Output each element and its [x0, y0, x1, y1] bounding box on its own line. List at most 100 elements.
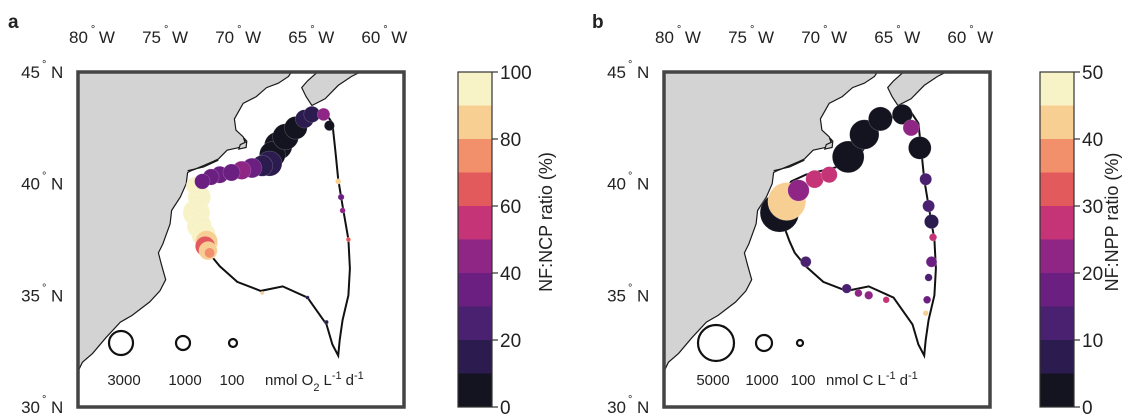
colorbar-bin	[458, 72, 492, 106]
colorbar-bin	[1040, 239, 1074, 274]
size-legend-b: 5000 1000 100 nmol C L-1 d-1	[696, 323, 918, 389]
colorbar-bin	[1040, 273, 1074, 307]
svg-text:40: 40	[607, 175, 626, 194]
station-marker	[891, 104, 913, 125]
station-marker	[324, 319, 329, 325]
station-marker	[305, 295, 310, 300]
station-marker	[339, 207, 346, 214]
svg-text:45: 45	[21, 63, 40, 82]
station-marker	[787, 179, 810, 202]
lat-tick-label: 45 ° N	[21, 59, 63, 82]
svg-text:W: W	[685, 28, 701, 47]
land-shape	[988, 72, 990, 73]
station-marker	[849, 119, 880, 150]
svg-text:W: W	[172, 28, 188, 47]
svg-text:°: °	[628, 59, 632, 71]
svg-text:75: 75	[142, 28, 161, 47]
svg-text:35: 35	[21, 286, 40, 305]
station-marker	[335, 178, 342, 185]
colorbar-tick-label: 50	[1082, 63, 1103, 84]
colorbar-tick-label: 20	[1082, 264, 1103, 285]
legend-circle	[754, 333, 774, 353]
svg-text:°: °	[896, 24, 900, 36]
legend-circle	[227, 337, 239, 349]
svg-text:°: °	[42, 282, 46, 294]
longitude-ticks-b: 80 ° W 75 ° W 70 ° W 65 ° W 60 ° W	[655, 24, 993, 47]
station-marker	[922, 199, 935, 213]
station-marker	[831, 140, 865, 174]
svg-text:N: N	[637, 175, 649, 194]
lat-tick-label: 40 ° N	[21, 171, 63, 194]
colorbar-bin	[458, 239, 492, 274]
svg-text:W: W	[391, 28, 407, 47]
svg-text:°: °	[628, 282, 632, 294]
station-marker	[317, 107, 331, 121]
land-shape	[187, 159, 219, 172]
panel-letter-b: b	[592, 12, 604, 33]
svg-text:N: N	[51, 398, 63, 417]
svg-text:75: 75	[728, 28, 747, 47]
lon-tick-label: 75 ° W	[728, 24, 774, 47]
colorbar-b: 50 40 30 20 10 0	[1039, 63, 1103, 417]
lat-tick-label: 30 ° N	[21, 394, 63, 417]
lon-tick-label: 60 ° W	[947, 24, 993, 47]
land-shape	[78, 72, 293, 372]
colorbar-tick-label: 0	[500, 398, 511, 417]
colorbar-bin	[458, 273, 492, 307]
svg-text:N: N	[51, 175, 63, 194]
svg-text:65: 65	[288, 28, 307, 47]
station-marker	[882, 296, 890, 304]
station-markers-b	[759, 104, 939, 317]
svg-text:W: W	[318, 28, 334, 47]
legend-unit: nmol O2 L-1 d-1	[265, 370, 364, 394]
svg-text:°: °	[42, 171, 46, 183]
station-marker	[800, 256, 812, 268]
colorbar-tick-label: 40	[1082, 130, 1103, 151]
colorbar-bin	[1040, 306, 1074, 341]
lat-tick-label: 30 ° N	[607, 394, 649, 417]
svg-text:N: N	[637, 63, 649, 82]
lon-tick-label: 60 ° W	[361, 24, 407, 47]
station-markers-a	[182, 106, 352, 325]
colorbar-bin	[1040, 373, 1074, 408]
colorbar-tick-label: 20	[500, 331, 521, 352]
station-marker	[928, 233, 938, 242]
legend-circle	[696, 323, 736, 363]
lon-tick-label: 70 ° W	[215, 24, 261, 47]
svg-text:N: N	[637, 398, 649, 417]
colorbar-bin	[1040, 139, 1074, 173]
lon-tick-label: 70 ° W	[801, 24, 847, 47]
svg-text:80: 80	[69, 28, 88, 47]
station-marker	[204, 247, 215, 259]
colorbar-a: 100 80 60 40 20 0	[457, 63, 532, 417]
svg-text:65: 65	[874, 28, 893, 47]
colorbar-tick-label: 40	[500, 264, 521, 285]
svg-text:W: W	[904, 28, 920, 47]
colorbar-bin	[1040, 72, 1074, 106]
legend-value: 5000	[696, 372, 729, 389]
svg-text:°: °	[677, 24, 681, 36]
lon-tick-label: 80 ° W	[655, 24, 701, 47]
colorbar-bin	[1040, 206, 1074, 240]
svg-text:70: 70	[215, 28, 234, 47]
svg-text:°: °	[237, 24, 241, 36]
lat-tick-label: 35 ° N	[607, 282, 649, 305]
land-shape	[886, 72, 948, 107]
panel-b: b 80 ° W 75 ° W 70 ° W 65 ° W 60 ° W 45 ° N40 ° N35 ° N30 ° N …	[592, 12, 1122, 417]
station-marker	[922, 310, 929, 317]
station-marker	[868, 106, 893, 132]
station-marker	[345, 236, 352, 243]
colorbar-label-a: NF:NCP ratio (%)	[536, 152, 556, 292]
svg-text:W: W	[977, 28, 993, 47]
lon-tick-label: 75 ° W	[142, 24, 188, 47]
colorbar-bin	[458, 340, 492, 374]
svg-text:°: °	[310, 24, 314, 36]
svg-text:N: N	[637, 286, 649, 305]
legend-value: 3000	[107, 372, 140, 389]
colorbar-bin	[458, 139, 492, 173]
map-frame-b: 5000 1000 100 nmol C L-1 d-1	[662, 70, 992, 409]
land-shape	[664, 72, 879, 372]
station-marker	[908, 136, 932, 160]
legend-value: 100	[219, 372, 244, 389]
